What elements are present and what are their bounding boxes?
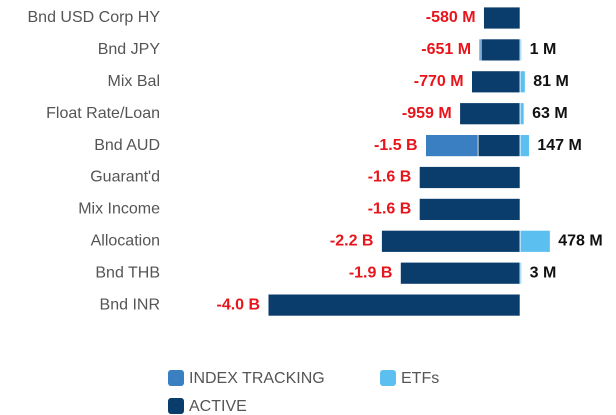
negative-total-label: -1.5 B (374, 137, 418, 154)
bar-segment (519, 102, 525, 126)
bar-segment (519, 229, 551, 253)
positive-total-label: 478 M (558, 233, 602, 250)
legend-swatch (380, 370, 396, 386)
bar-segment (519, 134, 530, 158)
bar-segment (459, 102, 521, 126)
category-label: Bnd INR (100, 296, 160, 313)
category-label: Allocation (91, 233, 160, 250)
bar-segment (425, 134, 479, 158)
bar-segment (267, 293, 521, 317)
bar-segment (381, 229, 521, 253)
positive-total-label: 3 M (530, 264, 557, 281)
negative-total-label: -959 M (402, 105, 452, 122)
legend-label: ETFs (401, 370, 439, 387)
bar-segment (471, 70, 521, 94)
negative-total-label: -651 M (421, 41, 471, 58)
positive-total-label: 147 M (537, 137, 581, 154)
bar-segment (418, 166, 521, 189)
bar-segment (480, 38, 521, 62)
bar-segment (478, 38, 482, 62)
bar-segment (418, 197, 521, 221)
legend-label: ACTIVE (189, 398, 247, 415)
category-label: Guarant'd (90, 169, 160, 186)
category-label: Mix Bal (108, 73, 160, 90)
category-label: Bnd USD Corp HY (28, 9, 161, 26)
negative-total-label: -580 M (426, 9, 476, 26)
bar-segment (519, 261, 523, 285)
bar-segment (519, 70, 526, 94)
bar-segment (483, 6, 521, 30)
negative-total-label: -4.0 B (217, 296, 261, 313)
positive-total-label: 63 M (532, 105, 568, 122)
category-label: Bnd AUD (94, 137, 160, 154)
bar-segment (477, 134, 521, 158)
category-label: Bnd JPY (98, 41, 161, 58)
negative-total-label: -1.9 B (349, 264, 393, 281)
category-label: Mix Income (78, 201, 160, 218)
legend-swatch (168, 398, 184, 414)
bar-segment (399, 261, 521, 285)
negative-total-label: -1.6 B (368, 169, 412, 186)
category-label: Bnd THB (95, 264, 160, 281)
positive-total-label: 81 M (533, 73, 569, 90)
negative-total-label: -2.2 B (330, 233, 374, 250)
legend-label: INDEX TRACKING (189, 370, 325, 387)
legend-swatch (168, 370, 184, 386)
negative-total-label: -770 M (414, 73, 464, 90)
bar-segment (519, 38, 523, 62)
category-label: Float Rate/Loan (46, 105, 160, 122)
negative-total-label: -1.6 B (368, 201, 412, 218)
positive-total-label: 1 M (530, 41, 557, 58)
